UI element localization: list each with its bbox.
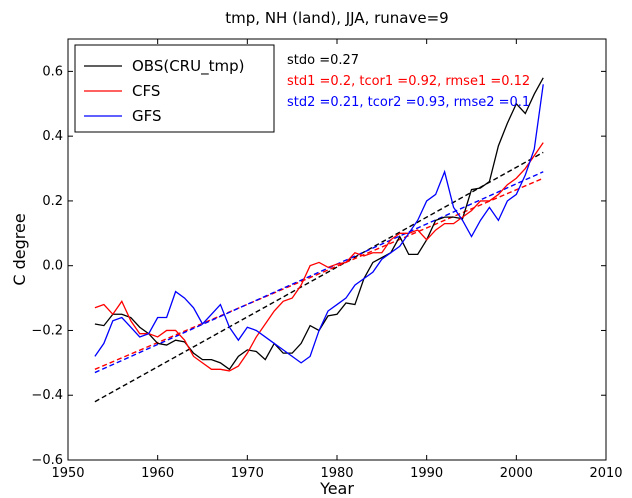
chart-title: tmp, NH (land), JJA, runave=9: [225, 9, 448, 27]
x-tick-label: 1990: [410, 466, 443, 481]
stat-annotation: std1 =0.2, tcor1 =0.92, rmse1 =0.12: [287, 74, 530, 89]
y-tick-label: 0.4: [42, 129, 63, 144]
series-layer: [94, 77, 544, 403]
legend-label: OBS(CRU_tmp): [132, 57, 244, 76]
legend-label: GFS: [132, 107, 162, 125]
y-tick-label: 0.2: [42, 194, 63, 209]
x-tick-label: 1950: [51, 466, 84, 481]
x-tick-label: 1970: [231, 466, 264, 481]
series-line-cfs: [94, 142, 544, 372]
y-tick-label: −0.2: [31, 323, 63, 338]
y-tick-label: −0.6: [31, 453, 63, 468]
y-tick-label: 0.0: [42, 259, 63, 274]
x-tick-label: 1980: [320, 466, 353, 481]
legend: OBS(CRU_tmp) CFS GFS: [74, 44, 275, 133]
trend-line-gfs: [94, 171, 544, 374]
x-tick-label: 2010: [589, 466, 622, 481]
stat-annotation: std2 =0.21, tcor2 =0.93, rmse2 =0.1: [287, 95, 530, 110]
series-line-gfs: [94, 84, 544, 364]
legend-label: CFS: [132, 82, 160, 100]
x-axis-title: Year: [319, 479, 354, 498]
stat-annotation: stdo =0.27: [287, 53, 359, 68]
y-axis-title: C degree: [10, 213, 29, 285]
legend-box: [74, 44, 275, 133]
y-tick-label: 0.6: [42, 64, 63, 79]
x-tick-label: 1960: [141, 466, 174, 481]
trend-line-cfs: [94, 177, 544, 370]
y-tick-label: −0.4: [31, 388, 63, 403]
ticks-layer: 1950 1960 1970 1980 1990 2000 2010 −0.6 −0.4 −0.2…: [31, 39, 623, 481]
trend-line-obs-cru-tmp: [94, 151, 544, 403]
x-tick-label: 2000: [500, 466, 533, 481]
annotations: stdo =0.27 std1 =0.2, tcor1 =0.92, rmse1 …: [287, 53, 530, 110]
